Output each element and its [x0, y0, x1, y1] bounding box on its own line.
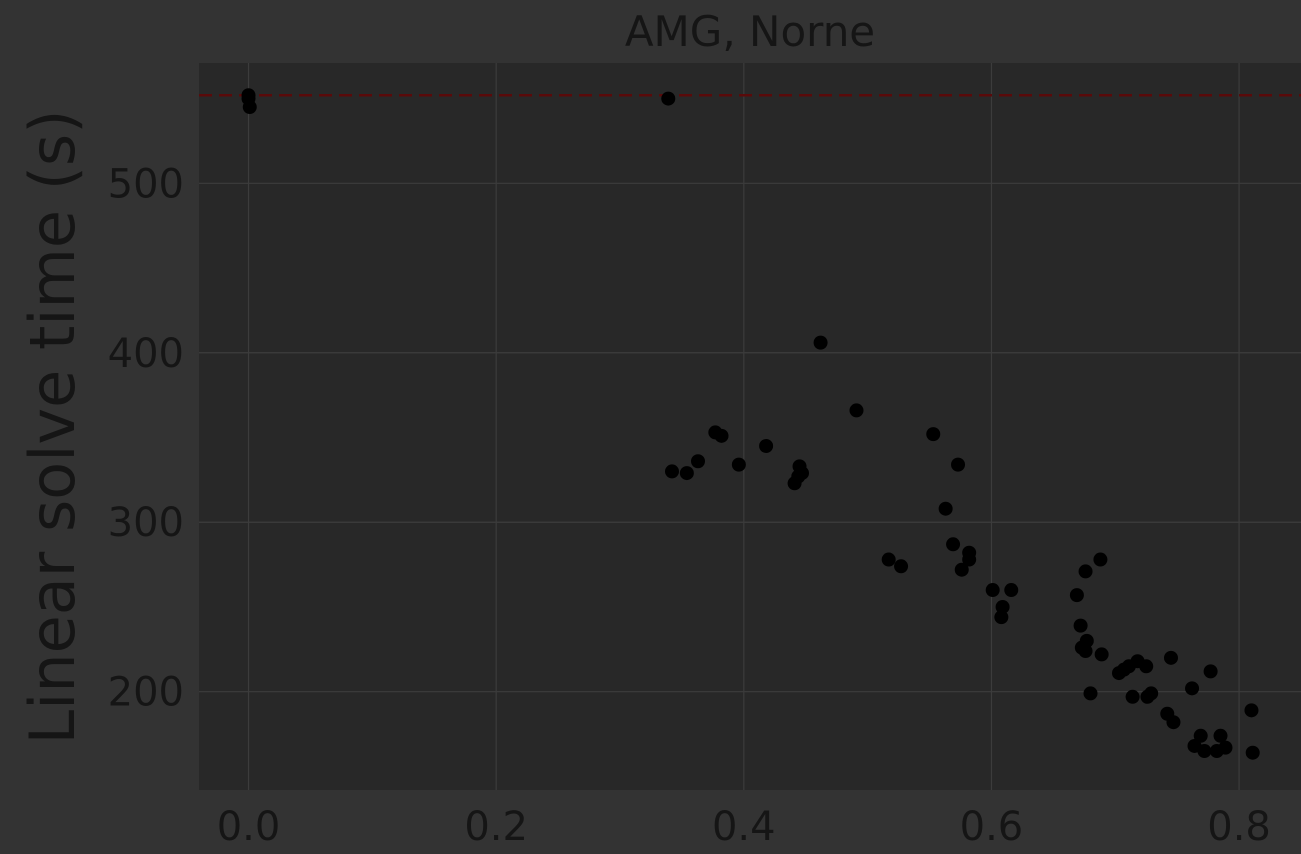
data-point: [946, 537, 961, 552]
data-point: [1193, 728, 1208, 743]
data-point: [1093, 552, 1108, 567]
data-point: [985, 583, 1000, 598]
data-point: [664, 464, 679, 479]
data-point: [1125, 689, 1140, 704]
y-tick-label: 200: [108, 670, 184, 716]
grid-lines: [199, 63, 1301, 790]
data-point: [1218, 740, 1233, 755]
data-point: [881, 552, 896, 567]
data-point: [759, 438, 774, 453]
data-point: [1203, 664, 1218, 679]
data-point: [1166, 715, 1181, 730]
data-point: [951, 457, 966, 472]
data-point: [1079, 633, 1094, 648]
y-tick-label: 300: [108, 500, 184, 546]
y-tick-label: 500: [108, 161, 184, 207]
data-point: [1004, 583, 1019, 598]
data-point: [661, 91, 676, 106]
x-tick-label: 0.2: [464, 804, 528, 849]
data-point: [1073, 618, 1088, 633]
data-points: [241, 88, 1260, 760]
data-point: [1078, 644, 1093, 659]
data-point: [1197, 744, 1212, 759]
data-point: [1069, 588, 1084, 603]
data-point: [1244, 703, 1259, 718]
data-point: [995, 599, 1010, 614]
data-point: [1083, 686, 1098, 701]
data-point: [1078, 564, 1093, 579]
data-point: [714, 428, 729, 443]
data-point: [1144, 686, 1159, 701]
x-tick-label: 0.6: [960, 804, 1024, 849]
data-point: [849, 403, 864, 418]
data-point: [954, 562, 969, 577]
data-point: [926, 427, 941, 442]
data-point: [795, 466, 810, 481]
data-point: [813, 335, 828, 350]
chart-title: AMG, Norne: [625, 7, 875, 56]
plot-area: [199, 63, 1301, 790]
data-point: [938, 501, 953, 516]
x-tick-label: 0.0: [217, 804, 281, 849]
data-point: [1185, 681, 1200, 696]
data-point: [679, 466, 694, 481]
data-point: [994, 610, 1009, 625]
x-tick-labels: 0.0 0.2 0.4 0.6 0.8: [217, 804, 1271, 850]
data-point: [1139, 659, 1154, 674]
data-point: [1213, 728, 1228, 743]
y-tick-label: 400: [108, 331, 184, 377]
data-point: [894, 559, 909, 574]
data-point: [1245, 745, 1260, 760]
data-point: [962, 545, 977, 560]
data-point: [1094, 647, 1109, 662]
x-tick-label: 0.8: [1207, 804, 1271, 849]
x-tick-label: 0.4: [712, 804, 776, 849]
y-tick-labels: 200 300 400 500: [108, 161, 184, 715]
data-point: [242, 100, 257, 115]
y-axis-label: Linear solve time (s): [16, 110, 89, 745]
data-point: [731, 457, 746, 472]
data-point: [690, 454, 705, 469]
data-point: [1163, 650, 1178, 665]
